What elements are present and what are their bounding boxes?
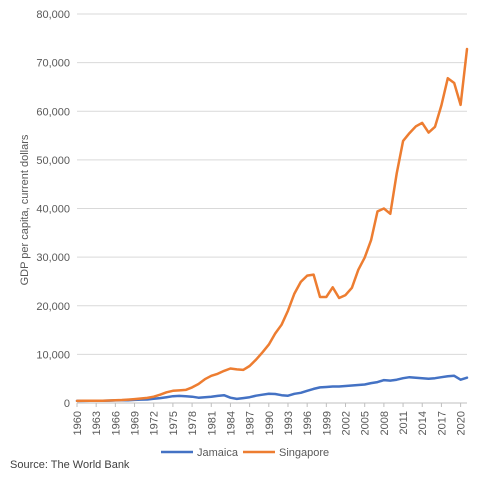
x-tick-label: 2014	[417, 411, 429, 435]
x-tick-label: 1984	[225, 411, 237, 435]
legend-label-jamaica: Jamaica	[197, 447, 239, 459]
series-line-jamaica	[75, 374, 469, 403]
x-tick-label: 1996	[302, 411, 314, 435]
y-tick-label: 10,000	[36, 349, 70, 361]
y-tick-label: 60,000	[36, 106, 70, 118]
source-note: Source: The World Bank	[10, 459, 130, 471]
x-tick-label: 2011	[398, 411, 410, 435]
x-tick-label: 1963	[91, 411, 103, 435]
x-tick-label: 1960	[72, 411, 84, 435]
x-tick-label: 2020	[456, 411, 468, 435]
x-tick-label: 2017	[436, 411, 448, 435]
y-tick-label: 20,000	[36, 301, 70, 313]
x-tick-label: 2005	[360, 411, 372, 435]
x-tick-label: 1975	[168, 411, 180, 435]
y-tick-label: 40,000	[36, 204, 70, 216]
y-tick-label: 70,000	[36, 58, 70, 70]
legend: Jamaica Singapore	[161, 447, 329, 459]
y-tick-label: 0	[64, 398, 70, 410]
series-line-singapore	[75, 47, 469, 403]
x-tick-label: 1981	[206, 411, 218, 435]
x-tick-label: 1966	[110, 411, 122, 435]
axes	[76, 402, 467, 407]
x-tick-label: 1972	[149, 411, 161, 435]
series-lines	[75, 47, 469, 403]
x-tick-label: 1978	[187, 411, 199, 435]
y-tick-label: 80,000	[36, 9, 70, 21]
y-axis-title: GDP per capita, current dollars	[19, 134, 31, 285]
x-tick-label: 2002	[341, 411, 353, 435]
x-tick-label: 1969	[130, 411, 142, 435]
y-tick-label: 50,000	[36, 155, 70, 167]
y-tick-label: 30,000	[36, 252, 70, 264]
gridlines	[77, 13, 467, 355]
x-tick-labels: 1960 1963 1966 1969 1972 1975 1978 1981 1984 1987…	[72, 411, 468, 435]
legend-label-singapore: Singapore	[279, 447, 329, 459]
x-tick-label: 1993	[283, 411, 295, 435]
x-tick-label: 1990	[264, 411, 276, 435]
x-tick-label: 1987	[245, 411, 257, 435]
x-tick-label: 1999	[321, 411, 333, 435]
y-tick-labels: 0 10,000 20,000 30,000 40,000 50,000 60,000 70,…	[36, 9, 70, 410]
x-tick-label: 2008	[379, 411, 391, 435]
